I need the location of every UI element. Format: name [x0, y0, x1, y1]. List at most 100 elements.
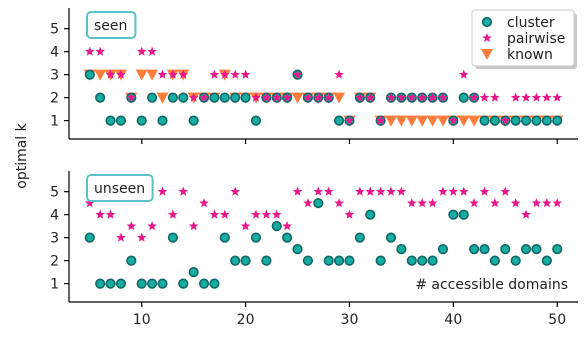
- cluster-point: [520, 244, 532, 255]
- pairwise-point: [313, 92, 324, 102]
- cluster-point: [520, 115, 532, 126]
- pairwise-point: [251, 209, 261, 219]
- pairwise-point: [261, 209, 272, 219]
- x-tick-label: 10: [133, 312, 151, 328]
- known-point: [385, 115, 398, 127]
- pairwise-point: [220, 209, 230, 219]
- pairwise-point: [323, 92, 334, 102]
- cluster-point: [333, 115, 345, 126]
- pairwise-point: [407, 198, 417, 208]
- pairwise-point: [396, 92, 407, 102]
- pairwise-point: [407, 92, 417, 102]
- pairwise-point: [178, 69, 189, 79]
- cluster-point: [250, 115, 262, 126]
- cluster-point: [240, 255, 251, 266]
- pairwise-point: [303, 92, 313, 102]
- cluster-point: [240, 92, 251, 103]
- cluster-point: [531, 115, 542, 126]
- pairwise-point: [542, 198, 552, 208]
- pairwise-point: [365, 92, 375, 102]
- cluster-point: [385, 232, 397, 243]
- legend-marker-pairwise: [482, 33, 492, 43]
- cluster-point: [541, 115, 552, 126]
- panel-label-text: seen: [94, 18, 127, 34]
- cluster-point: [178, 92, 189, 103]
- cluster-point: [510, 115, 521, 126]
- cluster-point: [178, 278, 189, 289]
- y-axis-label: optimal k: [14, 122, 30, 188]
- pairwise-point: [240, 221, 251, 231]
- cluster-point: [167, 232, 178, 243]
- cluster-point: [261, 255, 272, 266]
- pairwise-point: [230, 69, 240, 79]
- cluster-point: [396, 244, 407, 255]
- pairwise-point: [303, 198, 313, 208]
- cluster-point: [479, 244, 490, 255]
- pairwise-point: [261, 92, 272, 102]
- cluster-point: [489, 115, 500, 126]
- pairwise-point: [85, 198, 95, 208]
- cluster-point: [250, 232, 262, 243]
- pairwise-point: [438, 92, 448, 102]
- cluster-point: [489, 255, 500, 266]
- y-tick-label: 5: [50, 185, 59, 201]
- cluster-point: [95, 92, 106, 103]
- known-point: [426, 115, 439, 127]
- panel-unseen: 1 2 3 4 5 10 20 30 40 50 unseen: [50, 171, 578, 328]
- pairwise-point: [178, 186, 189, 196]
- pairwise-point: [230, 186, 240, 196]
- pairwise-point: [188, 221, 199, 231]
- known-point: [135, 69, 148, 81]
- cluster-point: [365, 209, 376, 220]
- pairwise-point: [448, 115, 459, 125]
- known-point: [436, 115, 449, 127]
- pairwise-point: [313, 186, 324, 196]
- y-tick-label: 1: [50, 114, 59, 130]
- legend-marker-known: [481, 49, 493, 60]
- pairwise-point: [344, 209, 355, 219]
- legend-label-cluster: cluster: [507, 15, 555, 31]
- pairwise-point: [95, 46, 105, 56]
- cluster-point: [427, 255, 438, 266]
- known-point: [416, 115, 429, 127]
- cluster-point: [375, 255, 386, 266]
- pairwise-point: [500, 186, 511, 196]
- cluster-point: [219, 232, 230, 243]
- cluster-point: [84, 232, 95, 243]
- known-point: [405, 115, 418, 127]
- legend-label-known: known: [507, 47, 553, 63]
- cluster-point: [209, 92, 220, 103]
- pairwise-point: [157, 186, 168, 196]
- pairwise-point: [251, 92, 261, 102]
- pairwise-point: [209, 69, 220, 79]
- pairwise-point: [209, 209, 220, 219]
- pairwise-point: [157, 69, 168, 79]
- cluster-point: [500, 244, 511, 255]
- pairwise-point: [334, 198, 344, 208]
- pairwise-point: [531, 198, 542, 208]
- cluster-point: [271, 221, 282, 232]
- x-tick-label: 40: [444, 312, 462, 328]
- y-tick-label: 1: [50, 277, 59, 293]
- pairwise-point: [188, 92, 199, 102]
- cluster-point: [552, 115, 563, 126]
- series-pairwise: [85, 46, 562, 125]
- cluster-point: [302, 255, 314, 266]
- cluster-point: [198, 278, 210, 289]
- pairwise-point: [531, 92, 542, 102]
- cluster-point: [105, 115, 116, 126]
- pairwise-point: [147, 46, 157, 56]
- cluster-point: [417, 255, 428, 266]
- cluster-point: [458, 92, 469, 103]
- pairwise-point: [95, 209, 105, 219]
- cluster-point: [344, 255, 355, 266]
- cluster-point: [157, 115, 168, 126]
- pairwise-point: [458, 186, 469, 196]
- x-annotation: # accessible domains: [415, 277, 568, 293]
- pairwise-point: [85, 46, 95, 56]
- pairwise-point: [427, 198, 438, 208]
- cluster-point: [479, 115, 490, 126]
- pairwise-point: [510, 92, 521, 102]
